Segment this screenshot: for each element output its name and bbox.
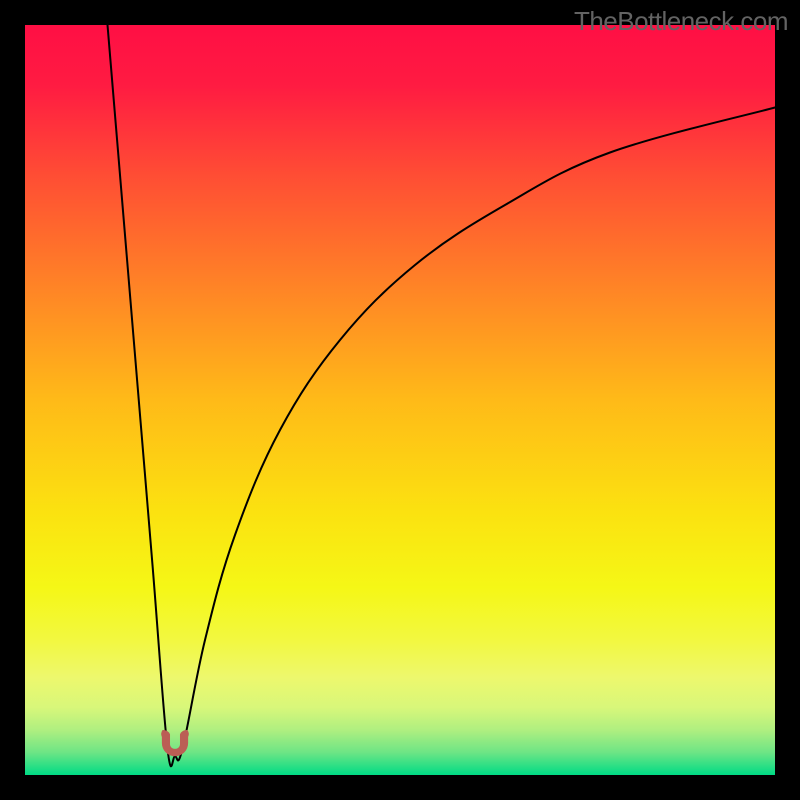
plot-background bbox=[25, 25, 775, 775]
bottleneck-chart bbox=[0, 0, 800, 800]
chart-container: TheBottleneck.com bbox=[0, 0, 800, 800]
watermark-text: TheBottleneck.com bbox=[574, 6, 788, 37]
